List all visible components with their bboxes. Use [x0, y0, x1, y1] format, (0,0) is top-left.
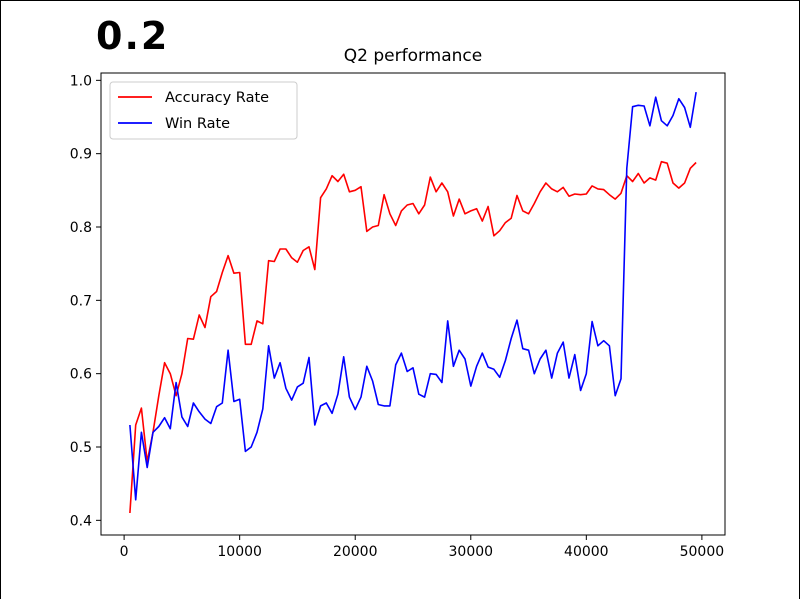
- y-tick-label: 0.9: [70, 147, 92, 163]
- y-tick-label: 1.0: [70, 73, 92, 89]
- x-tick-label: 10000: [217, 544, 262, 560]
- series-lines: [129, 91, 697, 514]
- legend-label: Accuracy Rate: [165, 90, 269, 106]
- legend: Accuracy Rate Win Rate: [109, 81, 298, 140]
- x-tick-label: 40000: [564, 544, 609, 560]
- axis-ticks: 0 10000 20000 30000 40000 50000 0.4 0.5 0.6 0.7 0.…: [70, 73, 724, 560]
- x-tick-label: 20000: [333, 544, 378, 560]
- y-tick-label: 0.8: [70, 220, 92, 236]
- y-tick-label: 0.6: [70, 367, 92, 383]
- legend-box: [109, 81, 298, 140]
- x-tick-label: 50000: [680, 544, 725, 560]
- handwritten-annotation: 0.2: [96, 14, 170, 58]
- x-tick-label: 0: [120, 544, 129, 560]
- series-line-accuracy-rate: [129, 160, 697, 514]
- y-tick-label: 0.5: [70, 440, 92, 456]
- plot-area: [100, 72, 726, 536]
- x-tick-label: 30000: [449, 544, 494, 560]
- y-tick-label: 0.7: [70, 293, 92, 309]
- chart-title: Q2 performance: [344, 46, 482, 66]
- series-line-win-rate: [129, 91, 697, 501]
- legend-label: Win Rate: [165, 116, 230, 132]
- y-tick-label: 0.4: [70, 513, 92, 529]
